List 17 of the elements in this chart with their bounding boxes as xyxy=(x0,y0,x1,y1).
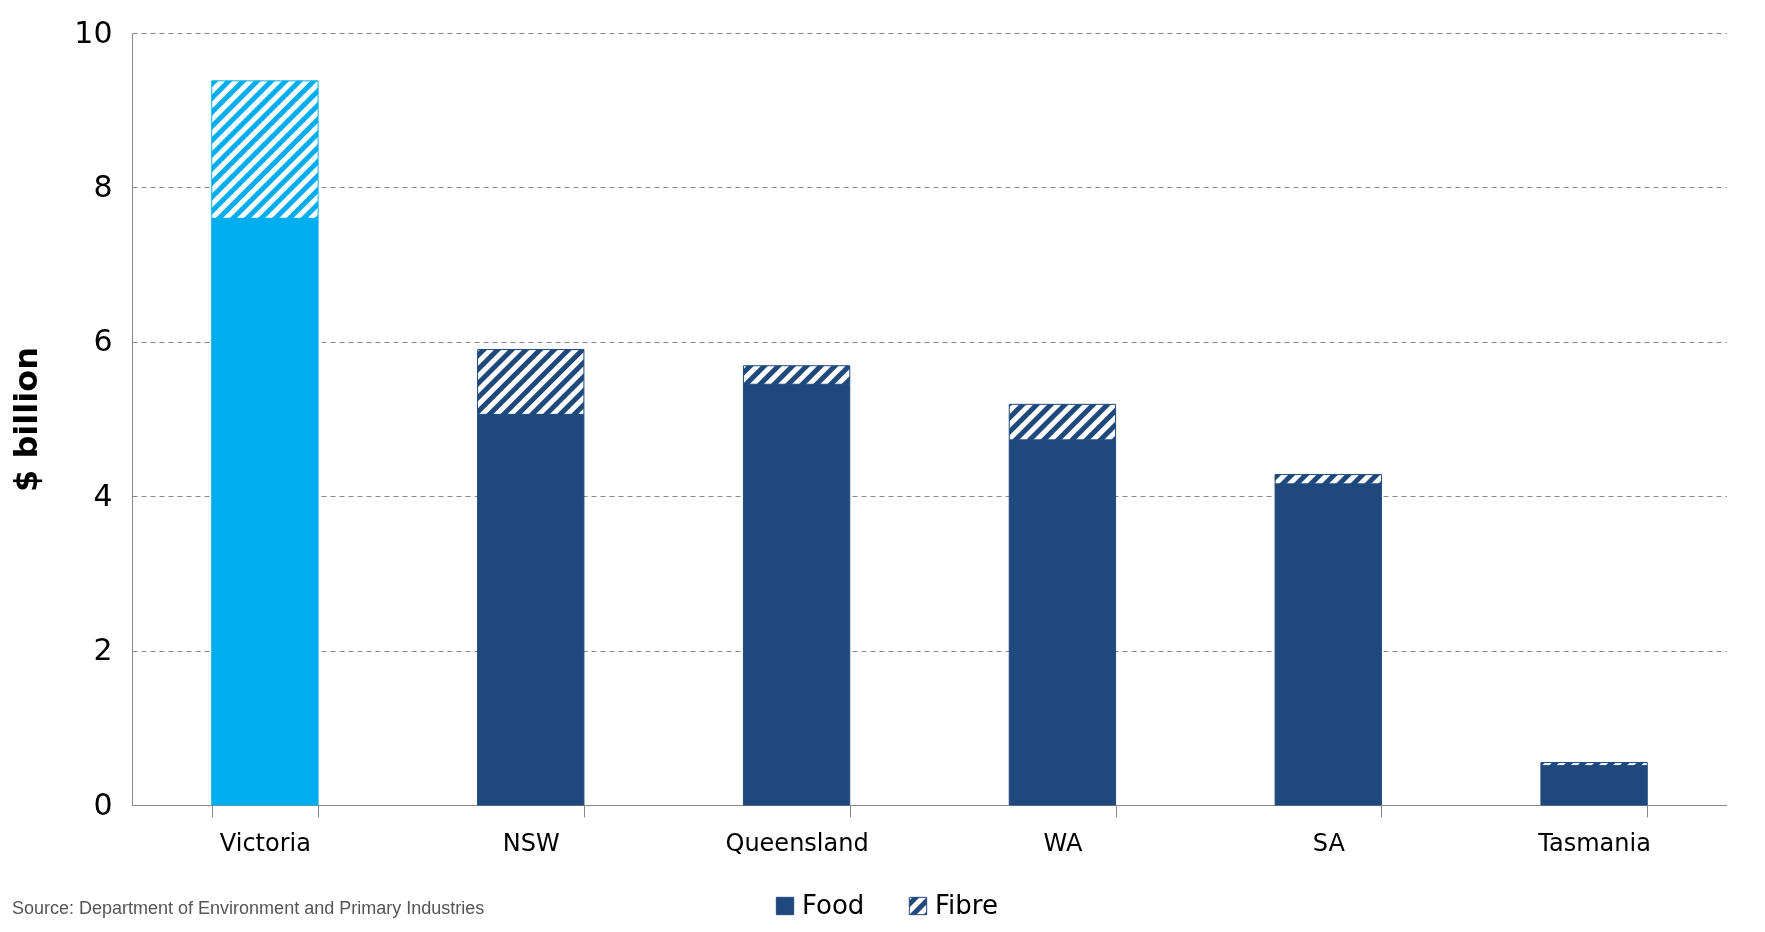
x-tick-label: NSW xyxy=(502,828,560,857)
legend-label: Fibre xyxy=(935,890,998,920)
y-tick-label: 4 xyxy=(93,477,113,513)
y-axis-title: $ billion xyxy=(7,347,46,492)
source-note: Source: Department of Environment and Primary Industries xyxy=(12,898,485,919)
x-tick-label: SA xyxy=(1312,828,1346,857)
y-tick-label: 6 xyxy=(93,323,113,359)
bar xyxy=(1540,765,1648,806)
y-tick-label: 8 xyxy=(93,168,113,204)
y-tick-label: 10 xyxy=(74,14,113,50)
x-tick-label: WA xyxy=(1043,828,1083,857)
legend-label: Food xyxy=(802,890,865,920)
x-tick-label: Tasmania xyxy=(1537,828,1651,857)
x-tick-label: Victoria xyxy=(219,828,311,857)
x-tick-label: Queensland xyxy=(725,828,869,857)
y-tick-label: 2 xyxy=(93,632,113,668)
y-tick-label: 0 xyxy=(93,786,113,822)
